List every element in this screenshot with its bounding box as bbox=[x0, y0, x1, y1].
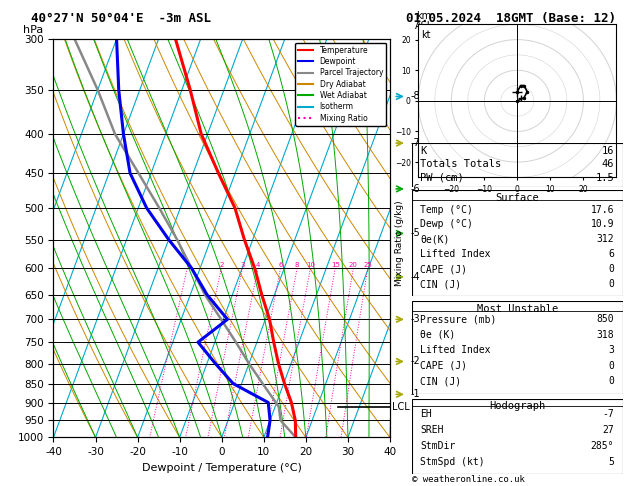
Text: Lifted Index: Lifted Index bbox=[420, 249, 491, 260]
Text: 318: 318 bbox=[597, 330, 615, 340]
Text: CAPE (J): CAPE (J) bbox=[420, 361, 467, 371]
Text: -5: -5 bbox=[410, 228, 420, 239]
Text: 0: 0 bbox=[608, 361, 615, 371]
Text: CAPE (J): CAPE (J) bbox=[420, 264, 467, 275]
Text: PW (cm): PW (cm) bbox=[420, 173, 464, 183]
Text: CIN (J): CIN (J) bbox=[420, 376, 462, 386]
Text: -3: -3 bbox=[410, 314, 420, 324]
Text: 0: 0 bbox=[608, 279, 615, 289]
Text: EH: EH bbox=[420, 409, 432, 419]
Text: km
ASL: km ASL bbox=[415, 11, 433, 31]
Text: Dewp (°C): Dewp (°C) bbox=[420, 220, 473, 229]
Legend: Temperature, Dewpoint, Parcel Trajectory, Dry Adiabat, Wet Adiabat, Isotherm, Mi: Temperature, Dewpoint, Parcel Trajectory… bbox=[295, 43, 386, 125]
Text: 8: 8 bbox=[295, 262, 299, 268]
Text: 4: 4 bbox=[255, 262, 260, 268]
Text: θe (K): θe (K) bbox=[420, 330, 455, 340]
Text: hPa: hPa bbox=[23, 25, 43, 35]
Text: 1.5: 1.5 bbox=[596, 173, 615, 183]
Text: -8: -8 bbox=[410, 91, 420, 102]
Text: 285°: 285° bbox=[591, 441, 615, 451]
Text: 20: 20 bbox=[349, 262, 358, 268]
Text: SREH: SREH bbox=[420, 425, 444, 435]
Text: Pressure (mb): Pressure (mb) bbox=[420, 314, 497, 324]
Text: 0: 0 bbox=[608, 376, 615, 386]
Text: Temp (°C): Temp (°C) bbox=[420, 205, 473, 214]
Text: K: K bbox=[420, 146, 426, 156]
Text: -6: -6 bbox=[410, 184, 420, 194]
Text: -1: -1 bbox=[410, 389, 420, 399]
Text: 5: 5 bbox=[608, 456, 615, 467]
Text: 40°27'N 50°04'E  -3m ASL: 40°27'N 50°04'E -3m ASL bbox=[31, 12, 211, 25]
Text: LCL: LCL bbox=[392, 402, 410, 412]
Text: Mixing Ratio (g/kg): Mixing Ratio (g/kg) bbox=[395, 200, 404, 286]
Text: 850: 850 bbox=[597, 314, 615, 324]
Text: 6: 6 bbox=[608, 249, 615, 260]
Text: Lifted Index: Lifted Index bbox=[420, 345, 491, 355]
Text: kt: kt bbox=[421, 31, 431, 40]
Text: Totals Totals: Totals Totals bbox=[420, 159, 502, 170]
Text: -7: -7 bbox=[603, 409, 615, 419]
Text: 27: 27 bbox=[603, 425, 615, 435]
Text: -4: -4 bbox=[410, 272, 420, 282]
Text: -2: -2 bbox=[410, 356, 420, 366]
X-axis label: Dewpoint / Temperature (°C): Dewpoint / Temperature (°C) bbox=[142, 463, 302, 473]
Text: 25: 25 bbox=[364, 262, 372, 268]
Text: 6: 6 bbox=[278, 262, 283, 268]
Text: 10: 10 bbox=[306, 262, 315, 268]
Text: Surface: Surface bbox=[496, 193, 539, 203]
Text: Most Unstable: Most Unstable bbox=[477, 304, 558, 314]
Text: 312: 312 bbox=[597, 234, 615, 244]
Text: 17.6: 17.6 bbox=[591, 205, 615, 214]
Text: 0: 0 bbox=[608, 264, 615, 275]
Text: 16: 16 bbox=[602, 146, 615, 156]
Text: StmSpd (kt): StmSpd (kt) bbox=[420, 456, 485, 467]
Text: 15: 15 bbox=[331, 262, 340, 268]
Text: 10.9: 10.9 bbox=[591, 220, 615, 229]
Text: 3: 3 bbox=[608, 345, 615, 355]
Text: StmDir: StmDir bbox=[420, 441, 455, 451]
Text: 3: 3 bbox=[240, 262, 245, 268]
Text: © weatheronline.co.uk: © weatheronline.co.uk bbox=[412, 474, 525, 484]
Text: 46: 46 bbox=[602, 159, 615, 170]
Text: -7: -7 bbox=[410, 138, 420, 148]
Text: 01.05.2024  18GMT (Base: 12): 01.05.2024 18GMT (Base: 12) bbox=[406, 12, 616, 25]
Text: Hodograph: Hodograph bbox=[489, 401, 545, 411]
Text: CIN (J): CIN (J) bbox=[420, 279, 462, 289]
Text: 1: 1 bbox=[185, 262, 189, 268]
Text: 2: 2 bbox=[219, 262, 223, 268]
Text: θe(K): θe(K) bbox=[420, 234, 450, 244]
